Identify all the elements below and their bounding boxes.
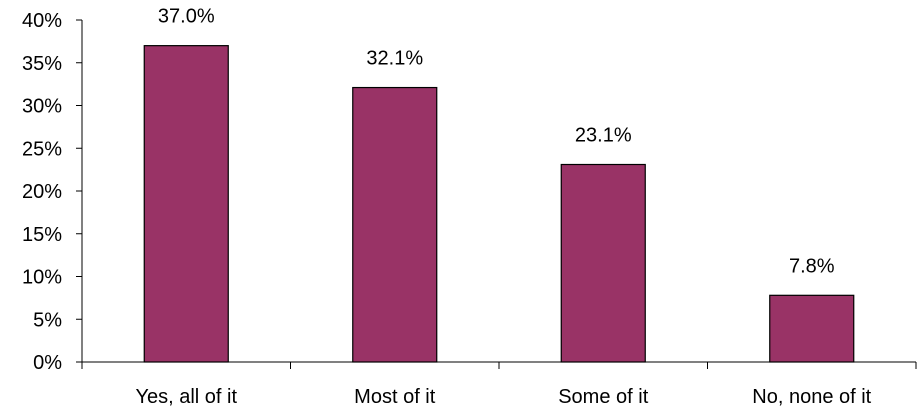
- bars: [143, 45, 855, 363]
- y-tick-label: 15%: [22, 224, 62, 246]
- bar: [560, 163, 646, 363]
- data-label: 32.1%: [366, 48, 423, 70]
- y-tick-label: 20%: [22, 181, 62, 203]
- y-tick-label: 5%: [33, 309, 62, 331]
- data-label: 37.0%: [158, 6, 215, 28]
- data-labels: 37.0% 32.1% 23.1% 7.8%: [158, 6, 835, 278]
- y-tick-label: 40%: [22, 10, 62, 32]
- y-tick-label: 30%: [22, 96, 62, 118]
- bar: [352, 86, 438, 363]
- category-label: No, none of it: [752, 386, 871, 408]
- category-label: Most of it: [354, 386, 436, 408]
- category-label: Yes, all of it: [135, 386, 237, 408]
- bar: [143, 45, 229, 363]
- y-axis-tick-labels: 0% 5% 10% 15% 20% 25% 30% 35% 40%: [22, 10, 62, 374]
- data-label: 7.8%: [789, 255, 835, 277]
- y-tick-label: 35%: [22, 53, 62, 75]
- y-tick-label: 0%: [33, 352, 62, 374]
- bar: [769, 294, 855, 363]
- data-label: 23.1%: [575, 124, 632, 146]
- x-axis-category-labels: Yes, all of it Most of it Some of it No, no…: [135, 386, 871, 408]
- axes: [76, 19, 917, 369]
- category-label: Some of it: [558, 386, 648, 408]
- y-tick-label: 25%: [22, 138, 62, 160]
- y-tick-label: 10%: [22, 267, 62, 289]
